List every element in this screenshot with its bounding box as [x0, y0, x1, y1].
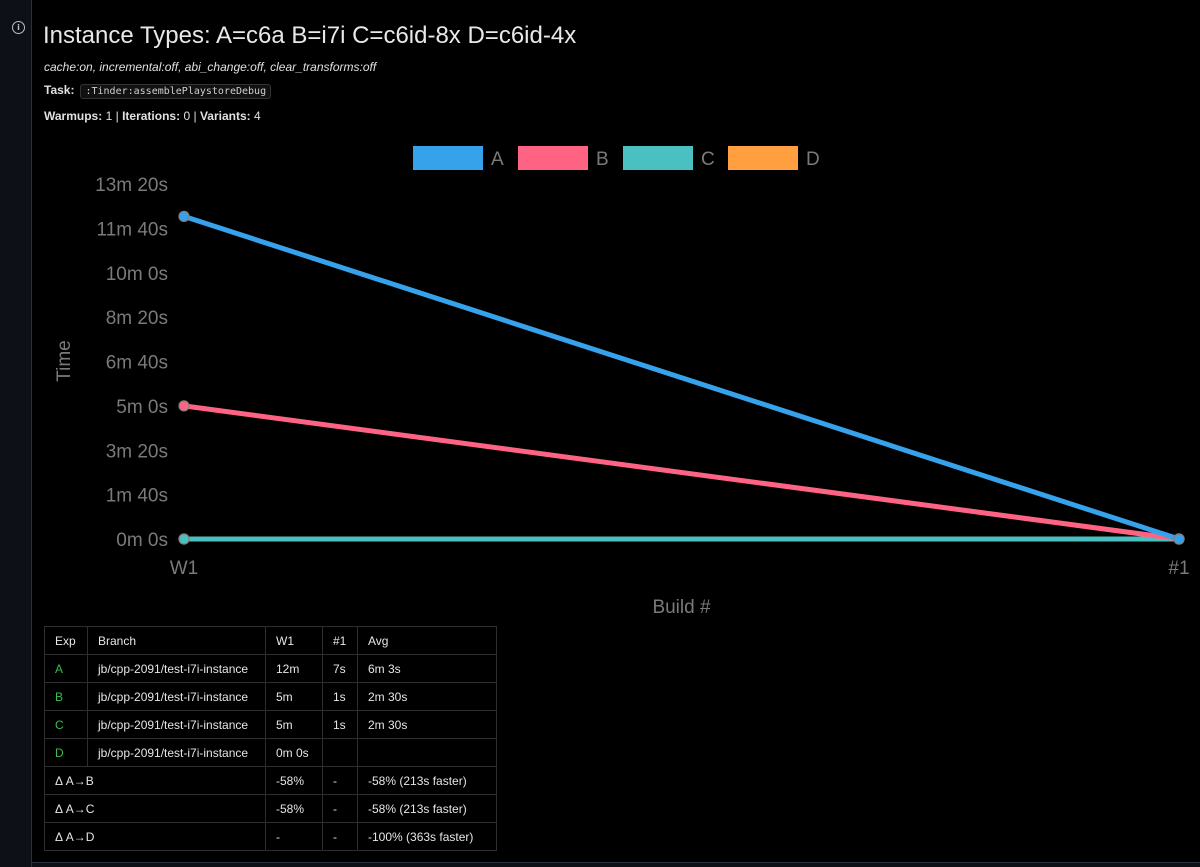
w1-cell: 0m 0s: [265, 738, 323, 767]
delta-row: Δ A→D - - -100% (363s faster): [44, 822, 497, 851]
delta-row: Δ A→B -58% - -58% (213s faster): [44, 766, 497, 795]
legend-swatch: [623, 146, 693, 170]
table-row: C jb/cpp-2091/test-i7i-instance 5m 1s 2m…: [44, 710, 497, 739]
data-point-A: [178, 210, 190, 222]
delta-w1: -58%: [265, 794, 323, 823]
stats-separator: |: [115, 109, 119, 123]
exp-cell: D: [44, 738, 88, 767]
y-tick-label: 1m 40s: [106, 486, 168, 507]
legend-swatch: [518, 146, 588, 170]
delta-avg: -100% (363s faster): [357, 822, 497, 851]
header-avg: Avg: [357, 626, 497, 655]
y-tick-label: 0m 0s: [116, 530, 168, 551]
delta-w1: -: [265, 822, 323, 851]
header-w1: W1: [265, 626, 323, 655]
table-row: A jb/cpp-2091/test-i7i-instance 12m 7s 6…: [44, 654, 497, 683]
header-exp: Exp: [44, 626, 88, 655]
y-axis-title: Time: [54, 340, 75, 382]
delta-build1: -: [322, 822, 358, 851]
y-tick-label: 6m 40s: [106, 353, 168, 374]
exp-cell: C: [44, 710, 88, 739]
run-stats: Warmups: 1 | Iterations: 0 | Variants: 4: [44, 109, 261, 123]
avg-cell: [357, 738, 497, 767]
branch-cell: jb/cpp-2091/test-i7i-instance: [87, 654, 266, 683]
w1-cell: 5m: [265, 682, 323, 711]
y-tick-label: 11m 40s: [97, 219, 168, 240]
table-row: B jb/cpp-2091/test-i7i-instance 5m 1s 2m…: [44, 682, 497, 711]
delta-label: Δ A→C: [44, 794, 266, 823]
variants-label: Variants:: [199, 109, 251, 123]
y-tick-label: 8m 20s: [106, 308, 168, 329]
delta-build1: -: [322, 794, 358, 823]
w1-cell: 5m: [265, 710, 323, 739]
build1-cell: 7s: [322, 654, 358, 683]
avg-cell: 6m 3s: [357, 654, 497, 683]
legend-label: A: [491, 149, 504, 170]
page-title: Instance Types: A=c6a B=i7i C=c6id-8x D=…: [43, 22, 577, 49]
x-tick-label: #1: [1168, 558, 1189, 579]
results-table: Exp Branch W1 #1 Avg A jb/cpp-2091/test-…: [44, 626, 497, 851]
y-tick-label: 3m 20s: [106, 441, 168, 462]
legend-swatch: [413, 146, 483, 170]
y-tick-label: 5m 0s: [116, 397, 168, 418]
data-point-A: [1173, 533, 1185, 545]
legend-label: D: [806, 149, 820, 170]
x-tick-label: W1: [170, 558, 199, 579]
branch-cell: jb/cpp-2091/test-i7i-instance: [87, 710, 266, 739]
chart-panel: Instance Types: A=c6a B=i7i C=c6id-8x D=…: [32, 0, 1200, 863]
info-icon[interactable]: i: [12, 21, 25, 34]
build1-cell: 1s: [322, 682, 358, 711]
legend-swatch: [728, 146, 798, 170]
w1-cell: 12m: [265, 654, 323, 683]
branch-cell: jb/cpp-2091/test-i7i-instance: [87, 682, 266, 711]
branch-cell: jb/cpp-2091/test-i7i-instance: [87, 738, 266, 767]
series-line-A: [181, 213, 1182, 542]
task-code: :Tinder:assemblePlaystoreDebug: [80, 84, 272, 99]
header-branch: Branch: [87, 626, 266, 655]
x-axis-title: Build #: [652, 597, 711, 618]
data-point-C: [178, 533, 190, 545]
delta-avg: -58% (213s faster): [357, 794, 497, 823]
exp-cell: A: [44, 654, 88, 683]
delta-row: Δ A→C -58% - -58% (213s faster): [44, 794, 497, 823]
task-line: Task: :Tinder:assemblePlaystoreDebug: [44, 83, 272, 99]
delta-avg: -58% (213s faster): [357, 766, 497, 795]
avg-cell: 2m 30s: [357, 682, 497, 711]
table-header-row: Exp Branch W1 #1 Avg: [44, 626, 497, 655]
warmups-label: Warmups:: [44, 109, 103, 123]
delta-build1: -: [322, 766, 358, 795]
legend-label: B: [596, 149, 609, 170]
legend-label: C: [701, 149, 715, 170]
table-row: D jb/cpp-2091/test-i7i-instance 0m 0s: [44, 738, 497, 767]
exp-cell: B: [44, 682, 88, 711]
delta-label: Δ A→D: [44, 822, 266, 851]
line-chart: 0m 0s 1m 40s 3m 20s 5m 0s 6m 40s 8m 20s 10m 0s…: [54, 146, 1190, 618]
build1-cell: 1s: [322, 710, 358, 739]
task-label: Task:: [44, 83, 75, 97]
delta-label: Δ A→B: [44, 766, 266, 795]
stats-separator: |: [193, 109, 197, 123]
iterations-label: Iterations:: [122, 109, 181, 123]
y-tick-label: 13m 20s: [95, 175, 168, 196]
build1-cell: [322, 738, 358, 767]
variants-value: 4: [253, 109, 261, 123]
header-build1: #1: [322, 626, 358, 655]
series-line-B: [181, 403, 1182, 542]
delta-w1: -58%: [265, 766, 323, 795]
data-point-B: [178, 400, 190, 412]
config-subtitle: cache:on, incremental:off, abi_change:of…: [44, 60, 377, 74]
iterations-value: 0: [183, 109, 191, 123]
left-gutter: i: [0, 0, 32, 867]
warmups-value: 1: [105, 109, 113, 123]
avg-cell: 2m 30s: [357, 710, 497, 739]
y-tick-label: 10m 0s: [106, 264, 168, 285]
